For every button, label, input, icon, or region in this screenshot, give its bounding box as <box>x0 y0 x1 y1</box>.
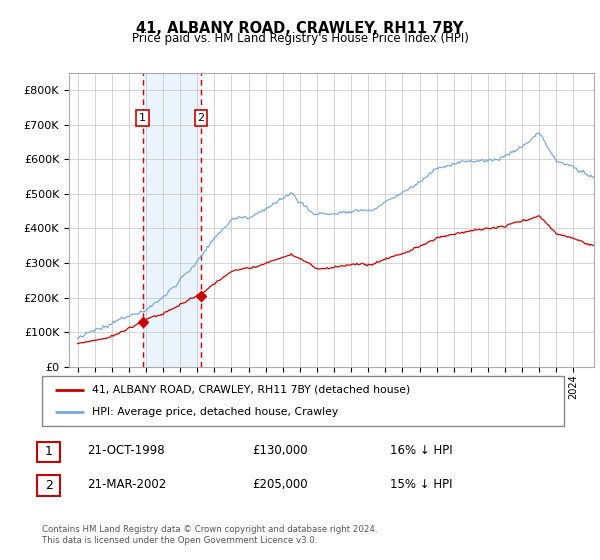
FancyBboxPatch shape <box>37 475 60 496</box>
Text: 2: 2 <box>44 479 53 492</box>
Text: Contains HM Land Registry data © Crown copyright and database right 2024.
This d: Contains HM Land Registry data © Crown c… <box>42 525 377 545</box>
Text: 41, ALBANY ROAD, CRAWLEY, RH11 7BY: 41, ALBANY ROAD, CRAWLEY, RH11 7BY <box>136 21 464 36</box>
Text: 2: 2 <box>197 113 205 123</box>
Text: 1: 1 <box>139 113 146 123</box>
Text: 15% ↓ HPI: 15% ↓ HPI <box>390 478 452 491</box>
Text: 21-OCT-1998: 21-OCT-1998 <box>87 444 164 458</box>
Text: £130,000: £130,000 <box>252 444 308 458</box>
FancyBboxPatch shape <box>42 376 564 426</box>
Bar <box>143 73 201 367</box>
Text: £205,000: £205,000 <box>252 478 308 491</box>
Text: 41, ALBANY ROAD, CRAWLEY, RH11 7BY (detached house): 41, ALBANY ROAD, CRAWLEY, RH11 7BY (deta… <box>92 385 410 395</box>
Text: Price paid vs. HM Land Registry's House Price Index (HPI): Price paid vs. HM Land Registry's House … <box>131 32 469 45</box>
Text: 16% ↓ HPI: 16% ↓ HPI <box>390 444 452 458</box>
Text: 1: 1 <box>44 445 53 459</box>
Text: HPI: Average price, detached house, Crawley: HPI: Average price, detached house, Craw… <box>92 407 338 417</box>
FancyBboxPatch shape <box>37 442 60 462</box>
Text: 21-MAR-2002: 21-MAR-2002 <box>87 478 166 491</box>
